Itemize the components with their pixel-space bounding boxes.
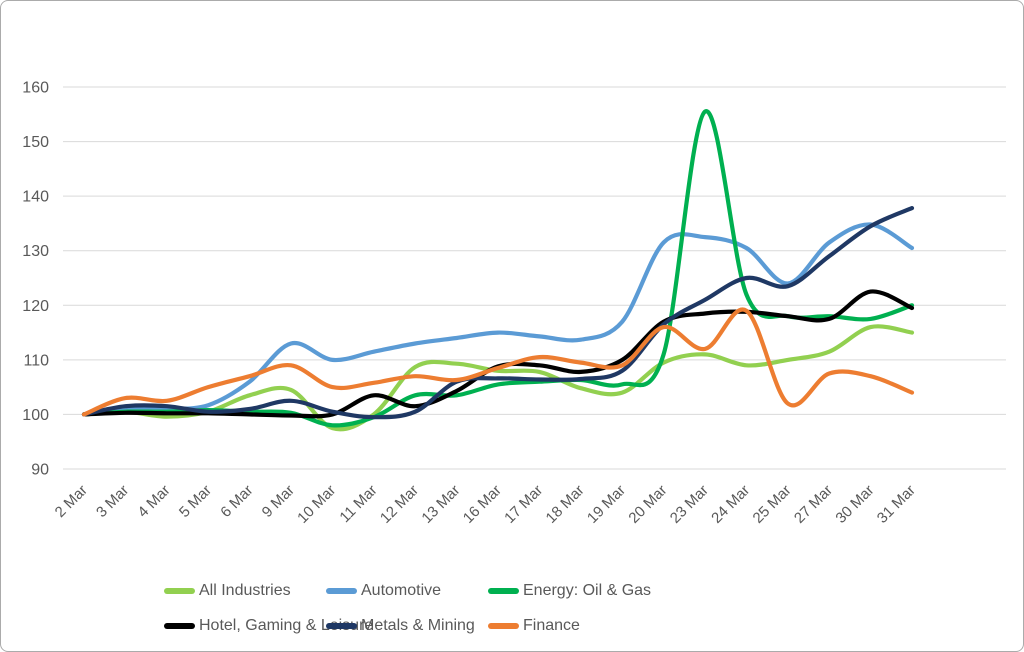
svg-text:23 Mar: 23 Mar [667, 482, 712, 527]
svg-text:120: 120 [22, 298, 49, 315]
svg-text:110: 110 [23, 352, 49, 369]
legend-label: Hotel, Gaming & Leisure [199, 617, 374, 634]
svg-text:17 Mar: 17 Mar [501, 482, 546, 527]
svg-text:12 Mar: 12 Mar [377, 482, 422, 527]
svg-text:130: 130 [22, 243, 49, 260]
svg-text:90: 90 [31, 462, 49, 479]
svg-text:3 Mar: 3 Mar [93, 482, 132, 521]
series-line-finance [81, 307, 915, 417]
legend-item-energy-oil-gas: Energy: Oil & Gas [488, 582, 651, 600]
svg-text:150: 150 [22, 134, 49, 151]
svg-text:6 Mar: 6 Mar [217, 482, 256, 521]
svg-text:10 Mar: 10 Mar [294, 482, 339, 527]
series-line-metals-mining [81, 206, 915, 420]
svg-text:140: 140 [22, 189, 49, 206]
legend-item-finance: Finance [488, 617, 580, 635]
legend-item-metals-mining: Metals & Mining [326, 617, 475, 635]
svg-text:25 Mar: 25 Mar [750, 482, 795, 527]
y-axis-labels: 90 100 110 120 130 140 150 160 [22, 80, 49, 479]
legend-label: Finance [523, 617, 580, 634]
legend-label: Automotive [361, 582, 442, 599]
svg-text:31 Mar: 31 Mar [874, 482, 919, 527]
svg-text:18 Mar: 18 Mar [543, 482, 588, 527]
svg-text:19 Mar: 19 Mar [584, 482, 629, 527]
legend-swatch-metals-mining [326, 623, 357, 629]
series-line-hotel-gaming-leisure [81, 289, 915, 419]
legend-item-all-industries: All Industries [164, 582, 291, 600]
svg-text:13 Mar: 13 Mar [418, 482, 463, 527]
svg-text:5 Mar: 5 Mar [176, 482, 215, 521]
legend-swatch-hotel-gaming-leisure [164, 623, 195, 629]
legend-label: All Industries [199, 582, 291, 599]
svg-text:30 Mar: 30 Mar [832, 482, 877, 527]
series-lines [81, 109, 915, 432]
legend-item-hotel-gaming-leisure: Hotel, Gaming & Leisure [164, 617, 373, 635]
legend-swatch-finance [488, 623, 519, 629]
legend-swatch-all-industries [164, 588, 195, 594]
legend-label: Metals & Mining [361, 617, 475, 634]
legend-swatch-automotive [326, 588, 357, 594]
svg-text:100: 100 [22, 407, 49, 424]
svg-text:11 Mar: 11 Mar [336, 482, 380, 526]
svg-text:24 Mar: 24 Mar [708, 482, 753, 527]
svg-text:27 Mar: 27 Mar [791, 482, 836, 527]
legend-swatch-energy-oil-gas [488, 588, 519, 594]
legend-label: Energy: Oil & Gas [523, 582, 652, 599]
series-line-automotive [81, 222, 915, 417]
series-line-all-industries [81, 324, 915, 432]
svg-text:16 Mar: 16 Mar [460, 482, 505, 527]
svg-text:4 Mar: 4 Mar [134, 482, 173, 521]
svg-text:20 Mar: 20 Mar [625, 482, 670, 527]
svg-text:9 Mar: 9 Mar [259, 482, 298, 521]
svg-text:2 Mar: 2 Mar [52, 482, 91, 521]
legend-item-automotive: Automotive [326, 582, 441, 600]
svg-text:160: 160 [22, 80, 49, 97]
